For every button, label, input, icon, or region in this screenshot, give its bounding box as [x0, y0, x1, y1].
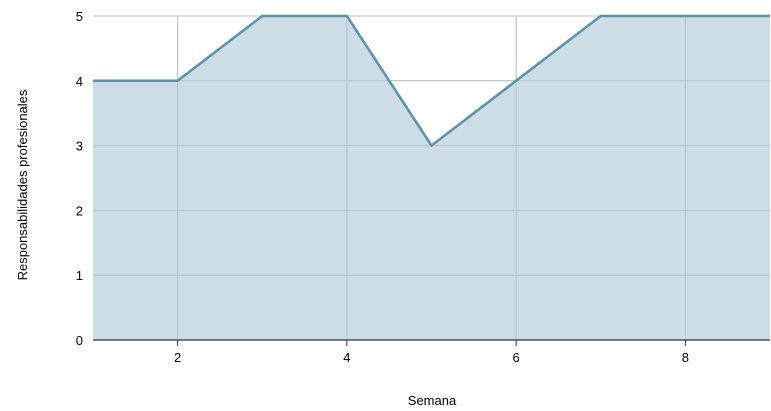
axes: [93, 339, 770, 346]
series-line: [93, 14, 770, 148]
x-tick-label: 8: [682, 350, 689, 365]
x-tick-labels: 2 4 6 8: [174, 350, 689, 365]
x-axis-title: Semana: [408, 393, 457, 408]
y-axis-title: Responsabilidades profesionales: [15, 89, 30, 280]
y-tick-label: 2: [76, 203, 83, 218]
x-tick-label: 4: [343, 350, 350, 365]
y-tick-label: 1: [76, 268, 83, 283]
y-tick-labels: 0 1 2 3 4 5: [76, 9, 83, 348]
y-tick-label: 3: [76, 139, 83, 154]
area-fill: [93, 16, 770, 340]
y-tick-label: 0: [76, 333, 83, 348]
area-series: [93, 14, 770, 340]
y-tick-label: 5: [76, 9, 83, 24]
y-tick-label: 4: [76, 74, 83, 89]
x-tick-label: 2: [174, 350, 181, 365]
x-tick-label: 6: [513, 350, 520, 365]
